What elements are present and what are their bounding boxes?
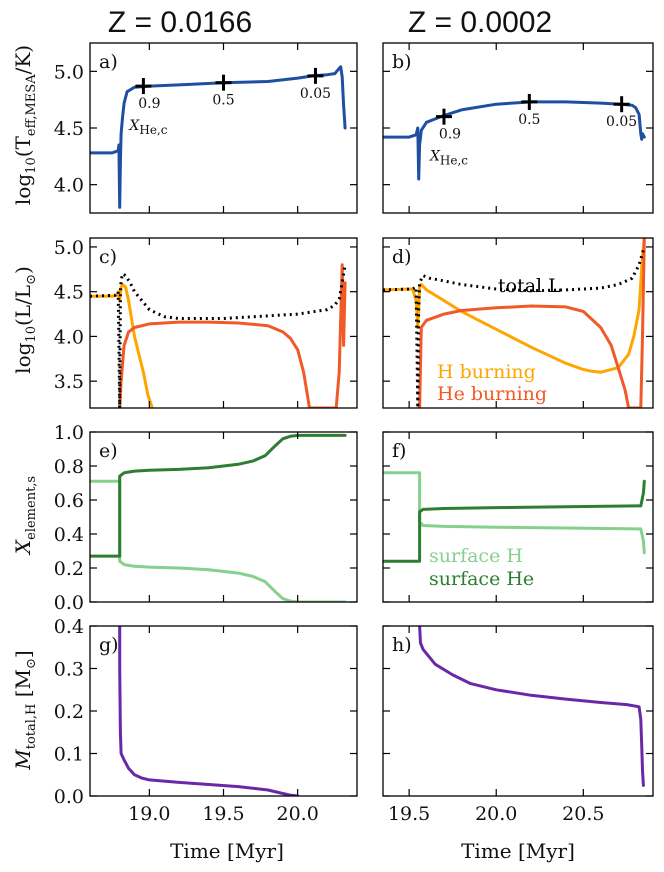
series-total-L-c xyxy=(90,264,347,408)
series-he-burning-d xyxy=(418,238,646,408)
panel-e-series xyxy=(90,433,347,602)
y-tick-label: 0.4 xyxy=(54,616,84,638)
series-surface-H-e xyxy=(90,479,347,602)
y-tick-label: 0.4 xyxy=(54,524,84,546)
xlabel-left: Time [Myr] xyxy=(170,839,284,863)
panel-f-series xyxy=(383,471,646,563)
panel-label-g: g) xyxy=(99,634,119,656)
x-tick-label: 19.5 xyxy=(388,803,430,825)
panel-a-series xyxy=(90,65,347,209)
panel-d-series xyxy=(383,238,646,408)
panel-label-d: d) xyxy=(392,246,412,268)
xhe-label: XHe,c xyxy=(429,149,468,168)
y-tick-label: 1.0 xyxy=(54,422,84,444)
panel-d-frame xyxy=(382,237,654,409)
series-surface-He-e xyxy=(90,433,347,558)
panel-label-c: c) xyxy=(99,246,117,268)
xhe-marker-label: 0.05 xyxy=(606,114,637,130)
panel-g: 0.0 0.1 0.2 0.3 0.4 19.0 19.5 20.0 g) xyxy=(54,616,358,825)
series-h-burning-d xyxy=(383,238,646,374)
panel-label-a: a) xyxy=(99,51,118,73)
xhe-marker-label: 0.5 xyxy=(212,93,234,109)
x-tick-label: 20.0 xyxy=(277,803,319,825)
x-tick-label: 19.0 xyxy=(128,803,170,825)
ylabel-teff: log10(Teff,MESA/K) xyxy=(11,45,39,205)
panel-e-frame xyxy=(89,431,358,603)
y-tick-label: 4.0 xyxy=(54,326,84,348)
column-title-right: Z = 0.0002 xyxy=(408,6,552,39)
panel-e: 0.0 0.2 0.4 0.6 0.8 1.0 e) xyxy=(54,422,358,614)
series-teff-b xyxy=(383,100,646,181)
y-tick-label: 0.0 xyxy=(54,786,84,808)
legend-he-burning: He burning xyxy=(437,383,547,405)
xhe-marker-label: 0.9 xyxy=(439,127,461,143)
panel-label-h: h) xyxy=(392,634,412,656)
y-tick-label: 0.6 xyxy=(54,490,84,512)
panel-f-frame xyxy=(382,431,654,603)
ylabel-luminosity: log10(L/L⊙) xyxy=(11,266,39,374)
panel-b: 0.9 0.5 0.05 XHe,c b) xyxy=(382,42,654,214)
legend-surface-he: surface He xyxy=(429,568,534,590)
y-tick-label: 5.0 xyxy=(54,61,84,83)
y-tick-label: 4.5 xyxy=(54,118,84,140)
panel-label-b: b) xyxy=(392,51,412,73)
series-surface-He-f xyxy=(383,479,646,563)
panel-h-series xyxy=(418,626,645,787)
y-tick-label: 0.1 xyxy=(54,744,84,766)
panels: 0.9 0.5 0.05 XHe,c 4.0 4.5 5.0 a) 0.9 0.5 0.05 XHe,… xyxy=(54,42,654,825)
y-tick-label: 0.3 xyxy=(54,659,84,681)
y-tick-label: 4.5 xyxy=(54,282,84,304)
xlabel-right: Time [Myr] xyxy=(461,839,575,863)
y-tick-label: 0.2 xyxy=(54,701,84,723)
panel-h: 19.5 20.0 20.5 h) xyxy=(382,625,654,825)
legend-surface-h: surface H xyxy=(429,545,523,567)
series-h-burning-c xyxy=(90,283,154,408)
panel-b-series xyxy=(383,100,646,181)
legend-total-L: total L xyxy=(498,275,561,297)
panel-c-series xyxy=(90,263,347,408)
legend-h-burning: H burning xyxy=(437,361,536,383)
y-tick-label: 4.0 xyxy=(54,175,84,197)
series-teff-a xyxy=(90,65,347,209)
xhe-label: XHe,c xyxy=(128,118,167,137)
series-surface-H-f xyxy=(383,471,646,555)
column-title-left: Z = 0.0166 xyxy=(108,6,252,39)
y-tick-label: 0.2 xyxy=(54,558,84,580)
y-tick-label: 3.5 xyxy=(54,371,84,393)
x-tick-label: 20.5 xyxy=(562,803,604,825)
xhe-marker-label: 0.9 xyxy=(138,96,160,112)
series-m-total-H-h xyxy=(418,626,645,787)
xhe-marker-label: 0.5 xyxy=(518,112,540,128)
xhe-marker-label: 0.05 xyxy=(300,86,331,102)
x-tick-label: 19.5 xyxy=(202,803,244,825)
series-he-burning-c xyxy=(118,263,347,408)
ylabel-hydrogen-mass: Mtotal,H [M⊙] xyxy=(11,650,39,771)
x-tick-label: 20.0 xyxy=(475,803,517,825)
panel-a: 0.9 0.5 0.05 XHe,c 4.0 4.5 5.0 a) xyxy=(54,42,358,214)
panel-c: 3.5 4.0 4.5 5.0 c) xyxy=(54,237,358,409)
panel-label-e: e) xyxy=(99,440,118,462)
y-tick-label: 5.0 xyxy=(54,237,84,259)
series-total-L-d xyxy=(383,246,646,408)
y-tick-label: 0.0 xyxy=(54,592,84,614)
panel-g-series xyxy=(118,626,300,796)
ylabel-surface-abundance: Xelement,s xyxy=(11,476,39,556)
y-tick-label: 0.8 xyxy=(54,456,84,478)
series-m-total-H-g xyxy=(118,626,300,796)
panel-label-f: f) xyxy=(392,440,406,462)
